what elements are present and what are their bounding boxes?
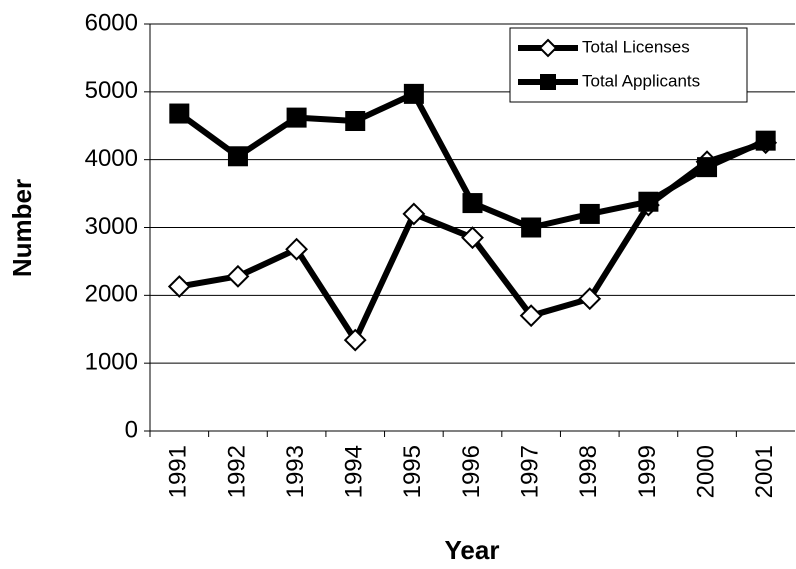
- marker: [579, 203, 600, 224]
- marker: [167, 275, 191, 298]
- marker: [285, 237, 309, 261]
- x-tick-label: 1991: [165, 445, 192, 498]
- legend-marker: [540, 74, 556, 90]
- marker: [521, 217, 542, 238]
- marker: [402, 202, 426, 226]
- x-tick-label: 2000: [692, 445, 719, 498]
- legend-marker: [538, 38, 558, 58]
- marker: [227, 146, 248, 167]
- x-tick-label: 1994: [341, 445, 368, 498]
- marker: [226, 264, 250, 288]
- marker: [638, 191, 659, 212]
- y-tick-label: 2000: [85, 281, 138, 308]
- x-tick-label: 1995: [399, 445, 426, 498]
- marker: [697, 157, 718, 178]
- y-tick-label: 6000: [85, 9, 138, 36]
- x-tick-label: 1999: [634, 445, 661, 498]
- x-tick-label: 1998: [575, 445, 602, 498]
- x-tick-label: 1992: [223, 445, 250, 498]
- y-tick-label: 1000: [85, 349, 138, 376]
- legend-label: Total Applicants: [582, 71, 700, 90]
- legend-label: Total Licenses: [582, 37, 690, 56]
- x-tick-label: 1997: [516, 445, 543, 498]
- x-tick-label: 1996: [458, 445, 485, 498]
- marker: [462, 193, 483, 214]
- marker: [286, 107, 307, 128]
- marker: [578, 287, 602, 311]
- y-tick-label: 3000: [85, 213, 138, 240]
- marker: [403, 83, 424, 104]
- marker: [755, 130, 776, 151]
- y-tick-label: 4000: [85, 145, 138, 172]
- x-tick-label: 1993: [282, 445, 309, 498]
- x-tick-label: 2001: [751, 445, 778, 498]
- x-axis-title: Year: [445, 535, 500, 565]
- marker: [169, 103, 190, 124]
- y-tick-label: 5000: [85, 77, 138, 104]
- marker: [343, 328, 367, 352]
- y-tick-label: 0: [125, 416, 138, 443]
- marker: [345, 111, 366, 132]
- y-axis-title: Number: [7, 179, 37, 277]
- marker: [461, 226, 484, 250]
- marker: [519, 304, 543, 328]
